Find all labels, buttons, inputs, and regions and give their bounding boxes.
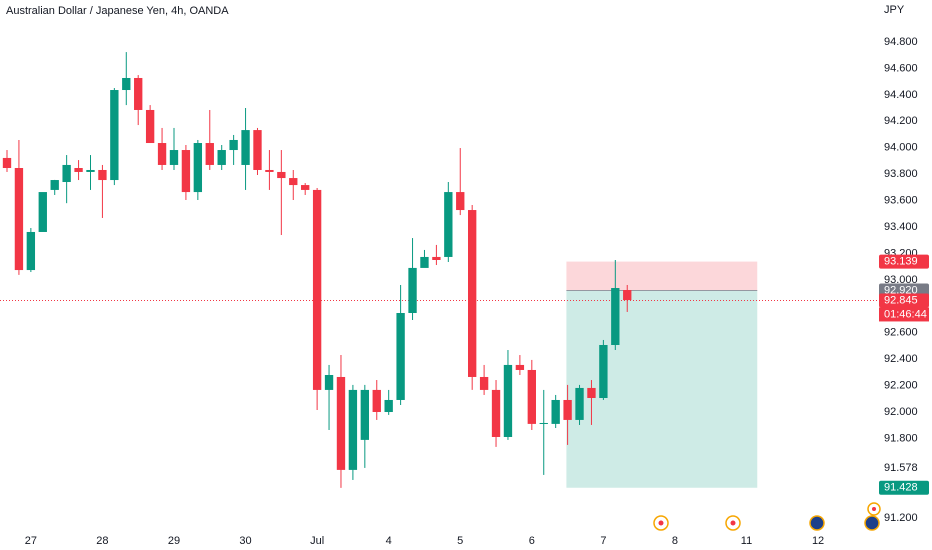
x-tick-label: Jul: [310, 535, 324, 547]
candle-body: [324, 374, 334, 390]
candle-body: [50, 180, 59, 190]
x-tick-label: 27: [25, 535, 37, 547]
x-tick-label: 7: [600, 535, 606, 547]
candle-body: [157, 143, 167, 165]
candle-body: [444, 192, 453, 257]
candle-body: [301, 185, 310, 190]
candle-body: [134, 77, 143, 110]
candle-body: [110, 90, 119, 181]
y-tick-label: 94.800: [884, 36, 918, 48]
y-tick-label: 94.000: [884, 142, 918, 154]
candle-body: [145, 109, 155, 144]
x-tick-label: 12: [812, 535, 824, 547]
candle-body: [86, 169, 95, 172]
candle-body: [491, 389, 501, 437]
candle-body: [503, 364, 513, 437]
candle-body: [384, 399, 393, 413]
candle-body: [217, 150, 226, 165]
candle-body: [456, 192, 465, 211]
y-tick-label: 92.600: [884, 327, 918, 339]
candle-body: [38, 192, 47, 232]
candle-body: [479, 376, 489, 390]
currency-label: JPY: [884, 4, 905, 16]
price-label-box: [879, 480, 929, 495]
countdown: 01:46:44: [884, 308, 927, 320]
x-tick-label: 30: [239, 535, 251, 547]
chart-title: Australian Dollar / Japanese Yen, 4h, OA…: [6, 5, 229, 17]
candle-body: [563, 399, 572, 420]
x-tick-label: 6: [529, 535, 535, 547]
candle-body: [265, 169, 274, 172]
candle-body: [551, 399, 560, 424]
candle-body: [193, 143, 203, 193]
price-label-box: [879, 293, 929, 308]
y-tick-label: 91.200: [884, 512, 918, 524]
candle-body: [74, 168, 83, 172]
candle-body: [98, 169, 107, 181]
price-label: 92.845: [884, 294, 918, 306]
candle-body: [253, 130, 262, 170]
x-tick-label: 4: [386, 535, 392, 547]
candle-body: [432, 256, 441, 260]
y-tick-label: 91.800: [884, 432, 918, 444]
price-label: 91.578: [884, 462, 918, 474]
y-tick-label: 94.400: [884, 89, 918, 101]
candle-body: [312, 189, 322, 390]
candle-body: [468, 210, 477, 377]
y-tick-label: 94.200: [884, 115, 918, 127]
x-tick-label: 28: [96, 535, 108, 547]
candle-body: [62, 164, 71, 183]
candle-body: [611, 288, 620, 345]
candle-body: [396, 313, 405, 400]
target-zone: [566, 290, 758, 488]
price-label-box: [879, 254, 929, 269]
candle-body: [169, 150, 179, 165]
candle-body: [26, 231, 36, 271]
price-label-box: [879, 460, 929, 475]
y-tick-label: 93.800: [884, 168, 918, 180]
candle-body: [587, 387, 596, 398]
candle-body: [241, 130, 250, 165]
price-label: 93.139: [884, 255, 918, 267]
x-tick-label: 11: [741, 535, 752, 547]
y-tick-label: 92.400: [884, 353, 918, 365]
stop-zone: [566, 261, 758, 291]
candle-body: [205, 143, 214, 165]
candle-body: [289, 178, 298, 186]
candle-body: [420, 256, 429, 268]
candle-body: [229, 139, 238, 151]
candle-body: [2, 157, 12, 169]
y-tick-label: 93.000: [884, 274, 918, 286]
candle-body: [539, 422, 548, 424]
y-tick-label: 92.000: [884, 406, 918, 418]
x-tick-label: 29: [168, 535, 180, 547]
x-tick-label: 5: [457, 535, 463, 547]
price-label: 92.920: [884, 284, 918, 296]
candle-body: [360, 389, 370, 440]
event-icons: [653, 502, 881, 531]
y-tick-label: 94.600: [884, 62, 918, 74]
candle-body: [575, 387, 584, 420]
candle-body: [122, 77, 131, 91]
candle-body: [277, 171, 286, 179]
candle-body: [181, 150, 191, 193]
price-label: 91.428: [884, 482, 918, 494]
candle-body: [14, 168, 24, 271]
candle-body: [623, 290, 632, 301]
y-tick-label: 92.200: [884, 380, 918, 392]
candle-body: [599, 344, 608, 398]
candle-body: [408, 267, 417, 314]
candle-body: [336, 376, 346, 470]
y-tick-label: 93.400: [884, 221, 918, 233]
candle-body: [372, 389, 381, 413]
candle-body: [348, 389, 358, 470]
countdown-box: [879, 307, 929, 322]
y-tick-label: 93.600: [884, 195, 918, 207]
x-tick-label: 8: [672, 535, 678, 547]
candle-body: [515, 364, 525, 370]
candle-body: [527, 369, 536, 424]
